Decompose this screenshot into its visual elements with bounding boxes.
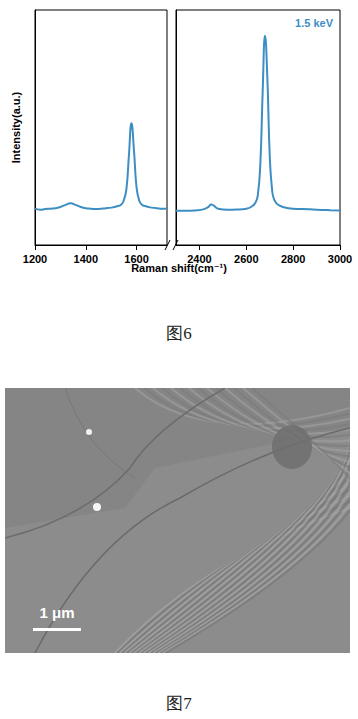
svg-text:2800: 2800 [281,253,305,265]
svg-text:2400: 2400 [187,253,211,265]
svg-text:1 μm: 1 μm [39,604,74,621]
svg-text:1600: 1600 [124,253,148,265]
svg-text:Intensity(a.u.): Intensity(a.u.) [10,91,22,163]
html-text:图7: 图7 [166,694,192,713]
svg-text:1200: 1200 [23,253,47,265]
html-text:图6: 图6 [166,324,192,343]
svg-text:2600: 2600 [234,253,258,265]
svg-text:Raman shift(cm⁻¹): Raman shift(cm⁻¹) [131,261,227,274]
svg-text:1.5 keV: 1.5 keV [295,17,334,29]
svg-text:1400: 1400 [74,253,98,265]
svg-text:3000: 3000 [328,253,352,265]
